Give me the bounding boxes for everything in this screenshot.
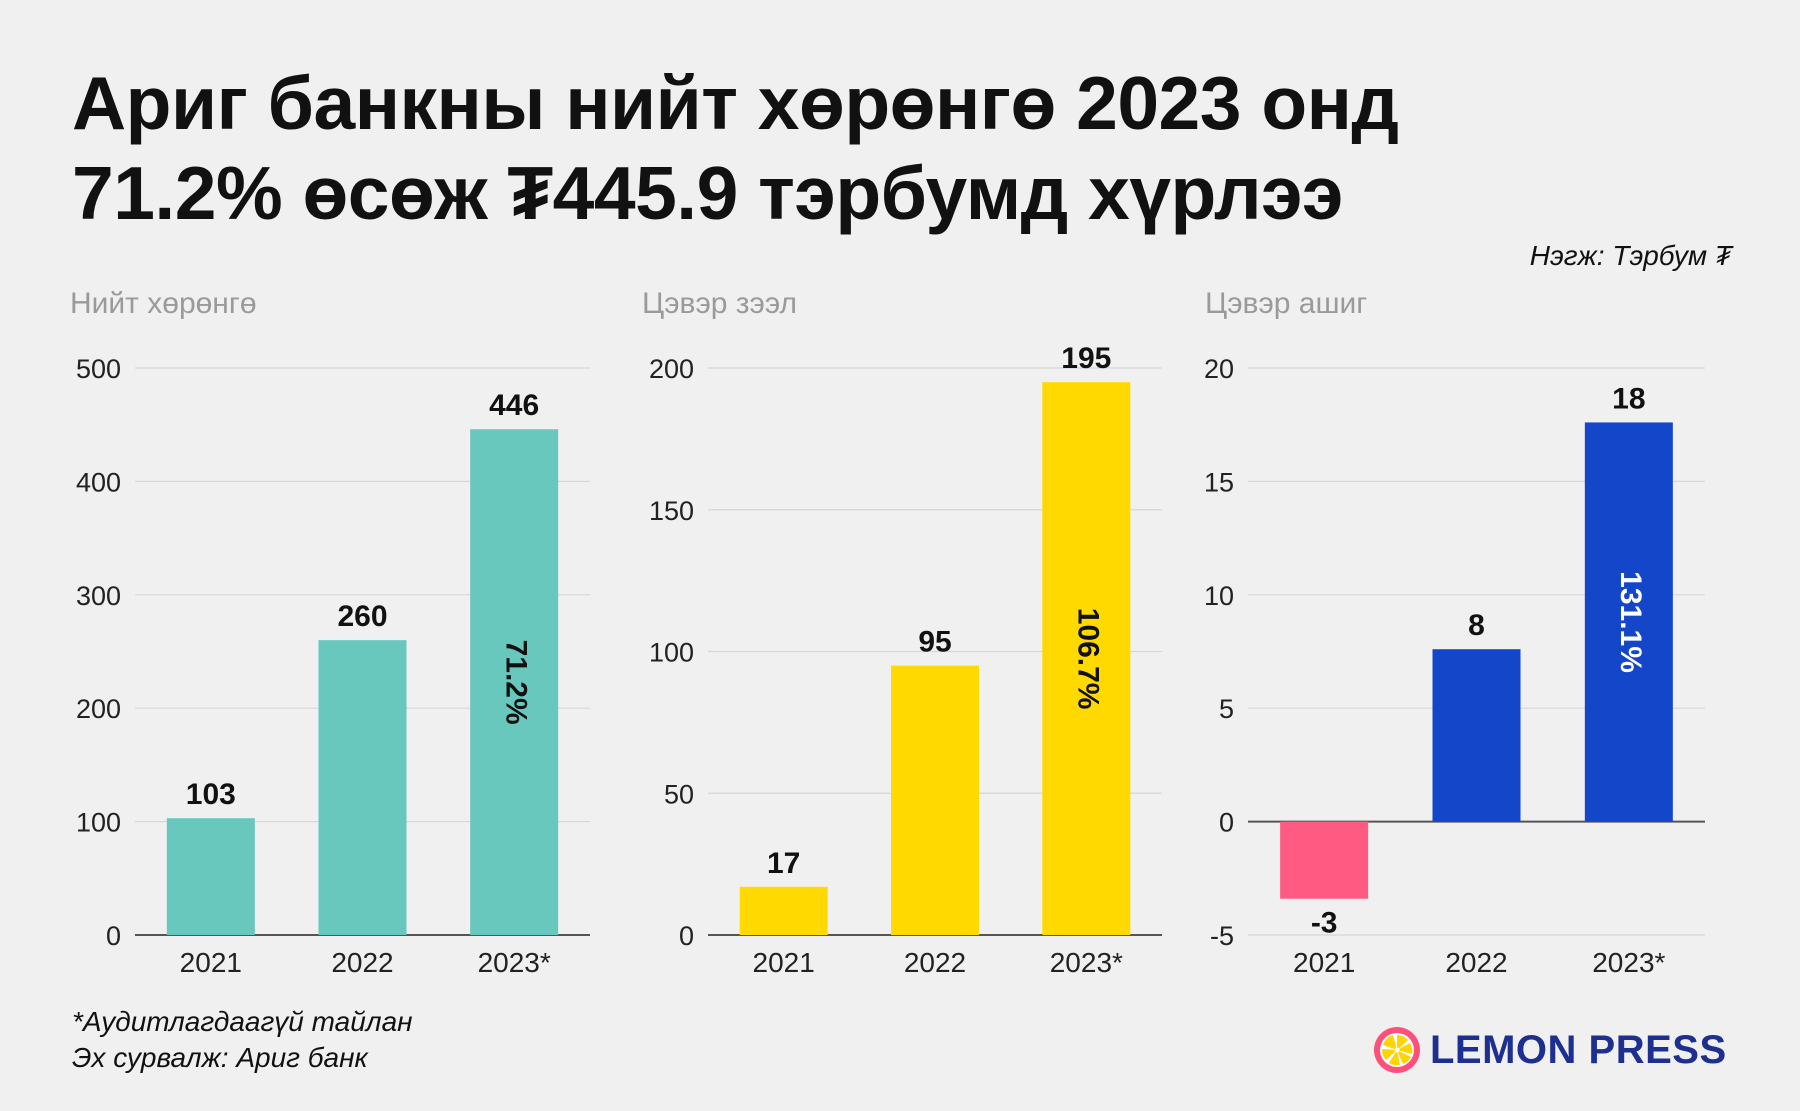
y-tick-label: 5	[1219, 694, 1234, 724]
y-tick-label: 100	[649, 638, 694, 668]
x-category-label: 2022	[1445, 947, 1507, 978]
chart-subtitle: Цэвэр ашиг	[1205, 287, 1367, 320]
headline-line-2: 71.2% өсөж ₮445.9 тэрбумд хүрлээ	[72, 151, 1343, 235]
y-tick-label: 300	[76, 581, 121, 611]
headline: Ариг банкны нийт хөрөнгө 2023 онд 71.2% …	[72, 58, 1722, 238]
value-label: 260	[337, 600, 387, 633]
y-tick-label: 10	[1204, 581, 1234, 611]
chart-3: Цэвэр ашиг -5 0 5 10 15 20 -3 2021 8 2022 18 2023* 13…	[1204, 287, 1705, 978]
unit-note: Нэгж: Тэрбум ₮	[1529, 240, 1732, 271]
unaudited-note: *Аудитлагдаагүй тайлан	[72, 1006, 413, 1037]
bar-2023	[1584, 422, 1673, 822]
y-tick-label: 50	[664, 779, 694, 809]
y-tick-label: 100	[76, 808, 121, 838]
bar-2022	[1432, 649, 1521, 822]
growth-label: 71.2%	[499, 640, 532, 725]
growth-label: 131.1%	[1614, 571, 1647, 673]
headline-line-1: Ариг банкны нийт хөрөнгө 2023 онд	[72, 61, 1399, 145]
lemon-press-logo: LEMON PRESS	[1372, 1025, 1727, 1075]
value-label: 446	[489, 389, 539, 422]
bar-2022	[891, 665, 979, 935]
y-tick-label: 500	[76, 354, 121, 384]
bar-2021	[739, 886, 828, 935]
bar-2023	[1042, 382, 1131, 935]
chart-subtitle: Нийт хөрөнгө	[70, 287, 257, 320]
value-label: 103	[186, 778, 236, 811]
bar-2023	[470, 429, 559, 935]
value-label: -3	[1311, 907, 1338, 940]
value-label: 8	[1468, 609, 1485, 642]
x-category-label: 2023*	[478, 947, 551, 978]
y-tick-label: 200	[649, 354, 694, 384]
y-tick-label: 400	[76, 467, 121, 497]
logo-text: LEMON PRESS	[1430, 1027, 1727, 1072]
y-tick-label: 150	[649, 496, 694, 526]
x-category-label: 2023*	[1050, 947, 1123, 978]
chart-2: Цэвэр зээл 0 50 100 150 200 17 2021 95 2022 195 202…	[642, 287, 1162, 978]
bar-2022	[318, 640, 407, 935]
value-label: 95	[918, 626, 951, 659]
y-tick-label: 20	[1204, 354, 1234, 384]
x-category-label: 2021	[180, 947, 242, 978]
x-category-label: 2021	[753, 947, 815, 978]
x-category-label: 2023*	[1592, 947, 1665, 978]
value-label: 17	[767, 847, 800, 880]
y-tick-label: 200	[76, 694, 121, 724]
footnote: *Аудитлагдаагүй тайлан Эх сурвалж: Ариг …	[72, 1004, 413, 1076]
x-category-label: 2022	[904, 947, 966, 978]
x-category-label: 2021	[1293, 947, 1355, 978]
value-label: 195	[1061, 342, 1111, 375]
bar-2021	[1280, 821, 1369, 899]
y-tick-label: 0	[1219, 808, 1234, 838]
x-category-label: 2022	[331, 947, 393, 978]
bar-2021	[166, 818, 255, 935]
value-label: 18	[1612, 382, 1645, 415]
y-tick-label: 0	[106, 921, 121, 951]
y-tick-label: 15	[1204, 467, 1234, 497]
lemon-icon	[1374, 1027, 1420, 1073]
chart-1: Нийт хөрөнгө 0 100 200 300 400 500 103 2021 260 20…	[70, 287, 590, 978]
source-note: Эх сурвалж: Ариг банк	[72, 1042, 368, 1073]
y-tick-label: 0	[679, 921, 694, 951]
y-tick-label: -5	[1210, 921, 1234, 951]
growth-label: 106.7%	[1071, 608, 1104, 710]
chart-subtitle: Цэвэр зээл	[642, 287, 797, 320]
